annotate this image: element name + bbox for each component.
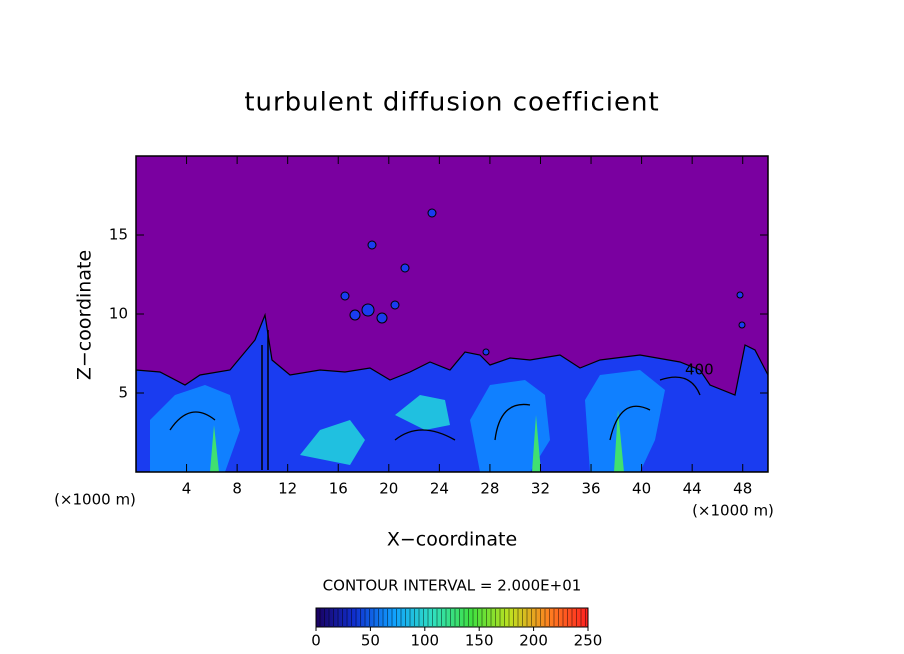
x-tick-label: 8 bbox=[232, 480, 242, 498]
x-tick-label: 40 bbox=[632, 480, 651, 498]
x-tick-label: 12 bbox=[278, 480, 297, 498]
chart-title: turbulent diffusion coefficient bbox=[244, 88, 659, 118]
eddy bbox=[585, 370, 665, 472]
contour-line bbox=[261, 330, 269, 470]
y-tick-label: 15 bbox=[109, 226, 128, 244]
contour-line bbox=[169, 376, 701, 441]
y-tick-label: 10 bbox=[109, 305, 128, 323]
colorbar-tick-label: 200 bbox=[519, 632, 548, 650]
x-tick-label: 48 bbox=[733, 480, 752, 498]
eddy bbox=[470, 380, 550, 472]
colorbar bbox=[315, 607, 589, 628]
colorbar-tick-label: 0 bbox=[311, 632, 321, 650]
x-tick-label: 36 bbox=[581, 480, 600, 498]
contour-label: 400 bbox=[685, 361, 714, 379]
eddy bbox=[300, 420, 365, 465]
x-tick-label: 24 bbox=[430, 480, 449, 498]
eddy bbox=[395, 395, 450, 430]
colorbar-tick-label: 150 bbox=[465, 632, 494, 650]
x-tick-label: 4 bbox=[182, 480, 192, 498]
x-unit-right: (×1000 m) bbox=[692, 502, 774, 520]
colorbar-tick-label: 250 bbox=[574, 632, 603, 650]
x-tick-label: 28 bbox=[480, 480, 499, 498]
colorbar-tick-label: 100 bbox=[410, 632, 439, 650]
field: 400 bbox=[136, 208, 768, 472]
y-tick-label: 5 bbox=[118, 384, 128, 402]
y-axis-label: Z−coordinate bbox=[74, 250, 96, 380]
x-axis-label: X−coordinate bbox=[387, 529, 517, 551]
eddy bbox=[150, 385, 240, 472]
contour-interval: CONTOUR INTERVAL = 2.000E+01 bbox=[323, 577, 582, 595]
x-tick-label: 16 bbox=[329, 480, 348, 498]
x-unit: (×1000 m) bbox=[54, 491, 136, 509]
x-tick-label: 44 bbox=[683, 480, 702, 498]
colorbar-tick-label: 50 bbox=[361, 632, 380, 650]
cloud-blobs bbox=[340, 208, 746, 356]
x-tick-label: 32 bbox=[531, 480, 550, 498]
x-tick-label: 20 bbox=[379, 480, 398, 498]
